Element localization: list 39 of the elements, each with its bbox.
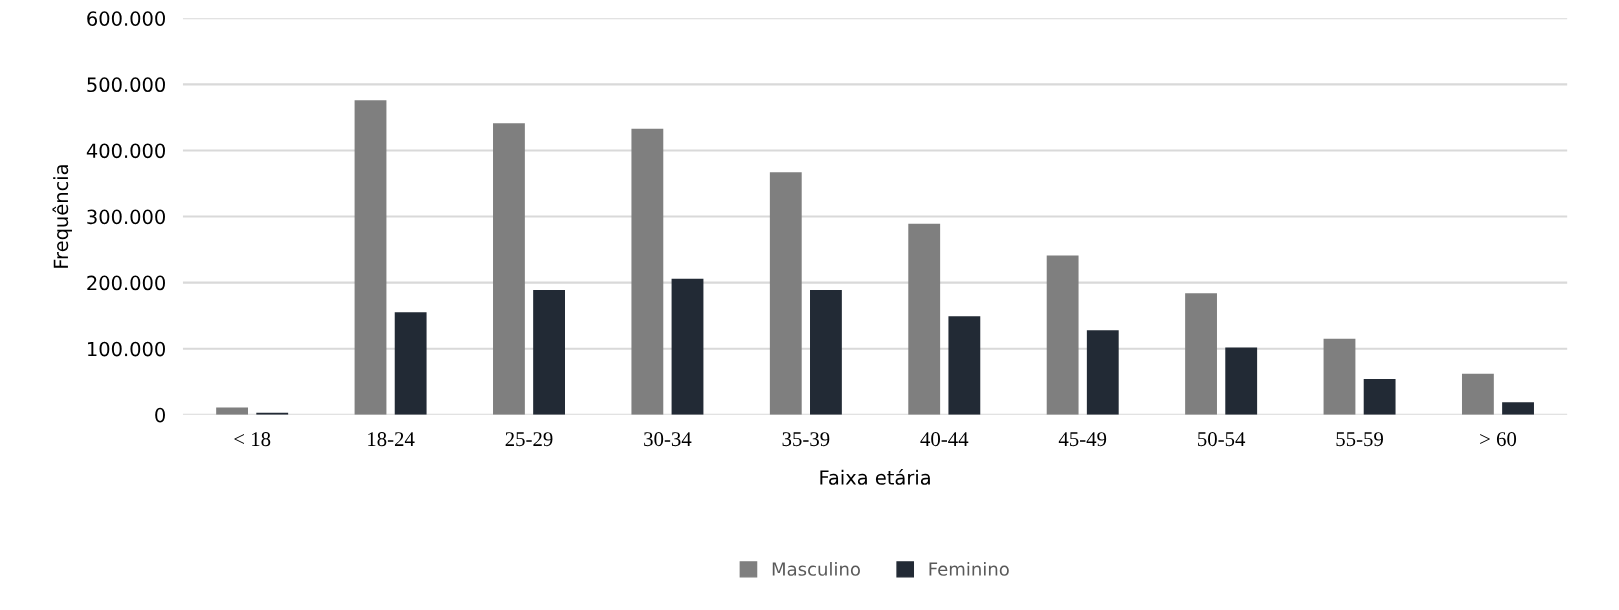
x-tick-label: 18-24 xyxy=(368,432,415,447)
bar xyxy=(769,172,802,415)
bar xyxy=(493,123,525,415)
x-tick-label: > 60 xyxy=(1480,432,1517,447)
bar xyxy=(908,223,941,415)
y-tick-label: 0 xyxy=(155,407,165,423)
x-tick-label: < 18 xyxy=(234,432,271,447)
y-tick-label: 400.000 xyxy=(86,143,165,159)
bar xyxy=(1185,293,1217,415)
x-tick-label: 50-54 xyxy=(1198,432,1246,447)
y-axis-title: Frequência xyxy=(52,165,72,268)
x-axis-title: Faixa etária xyxy=(820,469,930,485)
bar xyxy=(1461,373,1494,415)
y-tick-label: 100.000 xyxy=(88,341,165,357)
bar xyxy=(671,278,704,415)
y-tick-label: 300.000 xyxy=(87,209,165,225)
legend-label: Masculino xyxy=(772,561,860,576)
bar xyxy=(354,100,387,415)
bar xyxy=(1086,330,1119,415)
x-tick-label: 25-29 xyxy=(505,432,553,447)
bar xyxy=(533,289,565,415)
bar xyxy=(1046,255,1079,415)
bar xyxy=(1323,338,1356,415)
bar xyxy=(1363,379,1396,415)
bar xyxy=(948,316,981,415)
y-tick-label: 600.000 xyxy=(87,11,165,26)
x-tick-label: 55-59 xyxy=(1336,432,1383,447)
bar xyxy=(1225,347,1258,415)
bar xyxy=(631,128,664,415)
bar xyxy=(810,289,842,415)
x-tick-label: 45-49 xyxy=(1058,432,1107,447)
x-tick-label: 30-34 xyxy=(644,432,692,447)
x-tick-label: 35-39 xyxy=(782,432,830,447)
x-tick-label: 40-44 xyxy=(920,432,969,447)
legend-label: Feminino xyxy=(929,561,1009,576)
bar xyxy=(1502,402,1534,415)
bar xyxy=(394,312,427,415)
y-tick-label: 200.000 xyxy=(87,275,165,291)
y-tick-label: 500.000 xyxy=(87,77,165,93)
